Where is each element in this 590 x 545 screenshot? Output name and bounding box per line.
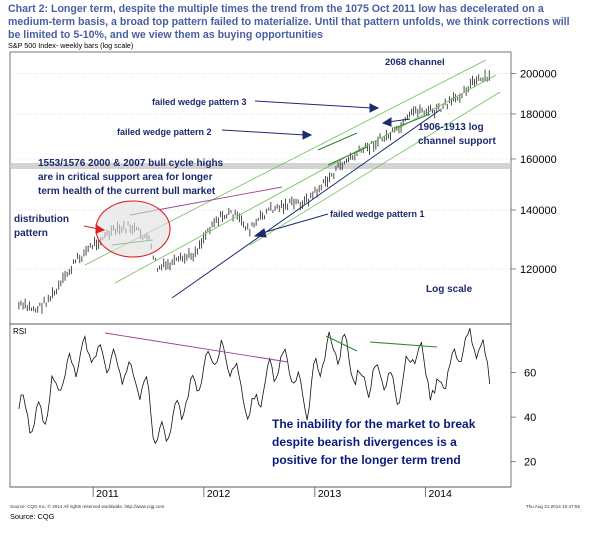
bull-cycle-note-3: term health of the current bull market [38, 186, 216, 197]
rsi-y-axis: 20 40 60 [511, 368, 536, 469]
bull-cycle-note-1: 1553/1576 2000 & 2007 bull cycle highs [38, 158, 224, 169]
price-ytick-label-1: 140000 [520, 205, 557, 217]
rsi-ytick-label-1: 40 [524, 412, 536, 424]
log-scale-label: Log scale [426, 284, 473, 295]
source-label: Source: CQG [10, 512, 55, 521]
support-band [10, 163, 511, 169]
price-ytick-label-3: 180000 [520, 109, 557, 121]
rsi-divergence-1 [104, 332, 289, 363]
rsi-series [18, 328, 491, 445]
trend-support-line [171, 109, 441, 299]
xtick-label-0: 2011 [96, 488, 119, 500]
wedge-2-upper [317, 132, 358, 151]
rsi-note-3: positive for the longer term trend [272, 453, 461, 467]
rsi-ytick-label-2: 60 [524, 368, 536, 380]
rsi-divergence-3 [369, 341, 438, 348]
chart-subtitle: S&P 500 Index- weekly bars (log scale) [8, 41, 134, 50]
log-channel-support-label-1: 1906-1913 log [418, 122, 484, 133]
timestamp: Thu Aug 21 2014 10:47:55 [525, 504, 580, 509]
price-y-axis: 120000 140000 160000 180000 200000 [511, 69, 557, 276]
rsi-note-2: despite bearish divergences is a [272, 435, 457, 449]
distribution-label-1: distribution [14, 214, 69, 225]
annotation-arrows [221, 100, 411, 238]
xtick-label-1: 2012 [207, 488, 231, 500]
channel-lower-line [249, 91, 501, 246]
wedge-3-lower [394, 113, 431, 129]
x-axis: 2011 2012 2013 2014 [92, 487, 453, 500]
rsi-divergence-2 [325, 335, 358, 352]
price-gridlines [10, 73, 511, 270]
rsi-label: RSI [13, 327, 26, 336]
rsi-note-1: The inability for the market to break [272, 417, 476, 431]
xtick-label-2: 2013 [318, 488, 342, 500]
distribution-ellipse [95, 200, 171, 258]
copyright-note: Source: CQG Inc. © 2014 All rights reser… [10, 504, 165, 509]
wedge-1-label: failed wedge pattern 1 [330, 209, 425, 219]
wedge-2-lower [327, 146, 368, 166]
chart-title: Chart 2: Longer term, despite the multip… [8, 3, 570, 42]
distribution-arrow [83, 224, 106, 234]
xtick-label-3: 2014 [429, 488, 453, 500]
distribution-label-2: pattern [14, 228, 48, 239]
log-channel-support-label-2: channel support [418, 136, 496, 147]
price-ytick-label-2: 160000 [520, 154, 557, 166]
wedge-3-label: failed wedge pattern 3 [152, 97, 247, 107]
bull-cycle-note-2: are in critical support area for longer [38, 172, 213, 183]
rsi-line [18, 328, 491, 445]
rsi-ytick-label-0: 20 [524, 457, 536, 469]
channel-mid-line [114, 74, 497, 284]
price-ytick-label-0: 120000 [520, 264, 557, 276]
channel-label: 2068 channel [385, 57, 445, 68]
wedge-2-label: failed wedge pattern 2 [117, 127, 212, 137]
price-ytick-label-4: 200000 [520, 69, 557, 81]
